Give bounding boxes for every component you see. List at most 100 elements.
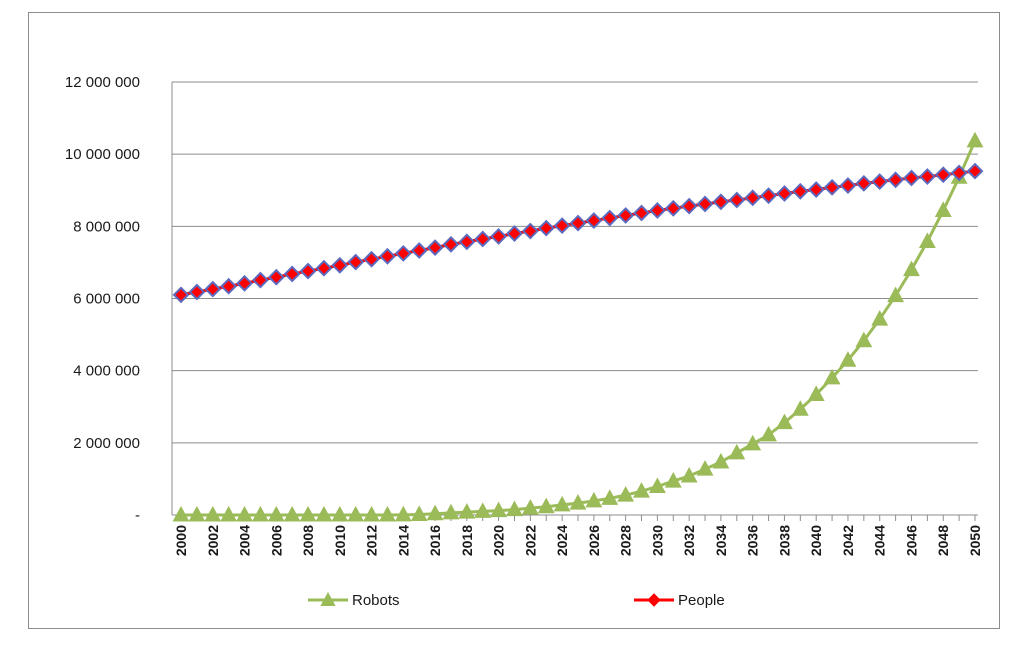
data-point [537, 497, 555, 514]
data-point [633, 482, 650, 498]
data-point [855, 174, 873, 192]
data-point [617, 207, 635, 224]
data-point [283, 265, 301, 283]
y-tick-label: 2 000 000 [73, 435, 140, 452]
data-point [299, 505, 317, 522]
data-point [934, 201, 952, 217]
data-point [506, 225, 523, 242]
data-point [585, 212, 603, 229]
data-point [823, 178, 841, 196]
data-point [506, 500, 523, 517]
data-point [855, 331, 873, 348]
data-point [379, 247, 396, 265]
x-tick-label: 2000 [173, 525, 189, 556]
data-point [220, 505, 238, 522]
data-point [871, 173, 889, 191]
data-point [648, 477, 666, 493]
data-point [601, 209, 619, 227]
data-point [569, 494, 587, 510]
data-point [744, 434, 762, 451]
x-tick-label: 2016 [427, 525, 443, 556]
x-tick-label: 2046 [903, 525, 919, 556]
data-point [760, 187, 777, 205]
y-tick-label: - [135, 507, 140, 524]
x-tick-label: 2014 [395, 525, 411, 556]
x-tick-label: 2048 [935, 525, 951, 556]
series-people [172, 162, 984, 304]
data-point [903, 260, 920, 277]
data-point [283, 505, 301, 522]
data-point [315, 259, 333, 277]
series-robots [172, 131, 984, 522]
data-point [950, 164, 968, 182]
x-tick-label: 2050 [967, 525, 983, 556]
x-tick-label: 2018 [459, 525, 475, 556]
data-point [903, 169, 920, 187]
data-point [966, 162, 984, 180]
data-point [299, 262, 317, 280]
data-point [680, 466, 698, 483]
data-point [696, 460, 714, 476]
x-tick-label: 2036 [745, 525, 761, 556]
legend-label: Robots [352, 592, 400, 609]
data-point [474, 230, 492, 248]
x-tick-label: 2008 [300, 525, 316, 556]
data-point [887, 286, 905, 303]
data-point [601, 489, 619, 505]
data-point [712, 193, 730, 211]
data-point [585, 491, 603, 508]
data-point [712, 452, 730, 469]
x-tick-label: 2026 [586, 525, 602, 556]
data-point [458, 233, 476, 251]
data-point [188, 283, 206, 301]
x-tick-label: 2002 [205, 525, 221, 556]
data-point [204, 505, 222, 522]
data-point [204, 280, 222, 298]
data-point [934, 166, 952, 184]
data-point [251, 271, 269, 289]
data-point [490, 228, 508, 245]
data-point [664, 199, 682, 217]
data-point [823, 368, 841, 385]
chart-frame [28, 12, 1000, 629]
x-tick-label: 2044 [872, 525, 888, 556]
x-tick-label: 2006 [268, 525, 284, 556]
axes: - 2 000 000 4 000 000 6 000 000 8 000 000 10 … [65, 74, 983, 556]
data-point [617, 486, 635, 502]
legend: Robots People [308, 592, 725, 609]
data-point [887, 171, 905, 189]
data-point [490, 501, 508, 518]
data-point [775, 413, 793, 430]
data-point [363, 505, 381, 522]
data-point [807, 385, 825, 401]
data-point [728, 191, 746, 209]
data-point [537, 219, 555, 237]
data-point [172, 505, 190, 522]
data-point [331, 505, 349, 522]
gridlines [172, 81, 978, 444]
data-point [458, 503, 476, 519]
data-point [918, 232, 936, 248]
series-line [180, 169, 976, 297]
x-tick-label: 2022 [522, 525, 538, 556]
data-point [728, 443, 746, 460]
x-tick-label: 2032 [681, 525, 697, 556]
data-point [220, 277, 238, 295]
series-layer [172, 131, 984, 522]
data-point [347, 505, 365, 522]
data-point [442, 503, 460, 520]
x-tick-label: 2028 [618, 525, 634, 556]
data-point [680, 197, 698, 215]
data-point [664, 472, 682, 488]
data-point [410, 505, 428, 521]
legend-marker [320, 592, 336, 606]
data-point [553, 217, 571, 235]
data-point [966, 131, 984, 148]
x-tick-label: 2020 [491, 525, 507, 556]
data-point [744, 189, 762, 207]
data-point [553, 495, 571, 512]
data-point [394, 244, 412, 262]
data-point [918, 168, 936, 185]
data-point [251, 505, 269, 522]
